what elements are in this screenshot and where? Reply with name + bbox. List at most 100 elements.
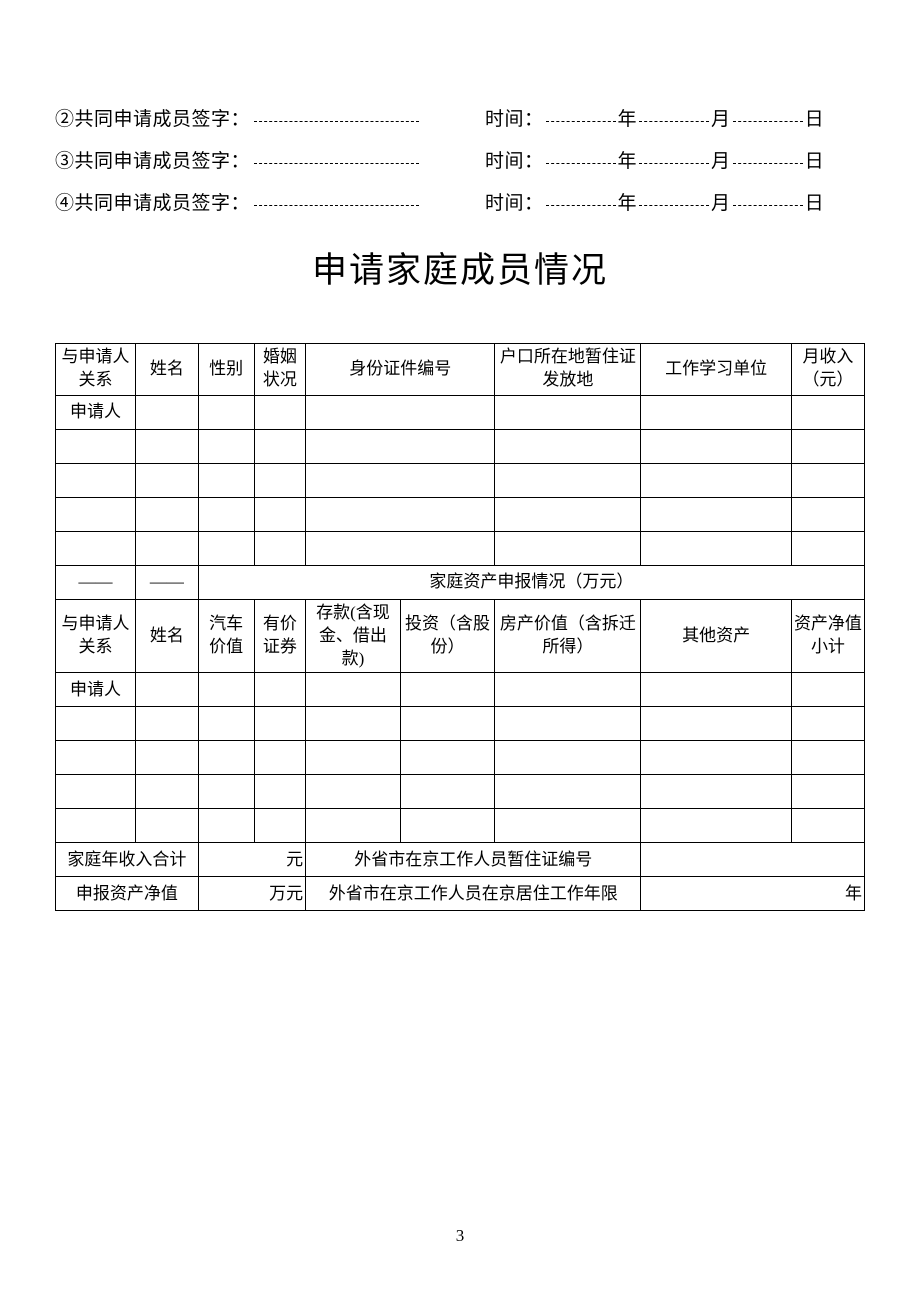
table-cell[interactable] (791, 463, 864, 497)
table-cell[interactable] (400, 809, 495, 843)
table-cell[interactable] (198, 463, 254, 497)
time-blank-year-3[interactable] (546, 163, 616, 164)
table-cell[interactable] (135, 741, 198, 775)
table-cell[interactable] (198, 429, 254, 463)
table-cell[interactable] (791, 673, 864, 707)
table-cell[interactable] (198, 395, 254, 429)
table-cell[interactable] (400, 707, 495, 741)
table-cell[interactable] (56, 741, 136, 775)
table-cell[interactable] (135, 531, 198, 565)
temp-id-value[interactable] (641, 843, 865, 877)
table-cell[interactable] (495, 395, 641, 429)
table-cell[interactable] (135, 707, 198, 741)
time-blank-day-2[interactable] (733, 121, 803, 122)
table-cell[interactable] (495, 531, 641, 565)
table-cell[interactable] (135, 395, 198, 429)
table-cell[interactable] (641, 707, 791, 741)
table-cell[interactable] (254, 531, 306, 565)
table-cell[interactable] (254, 809, 306, 843)
table-cell[interactable] (495, 809, 641, 843)
table-cell[interactable] (400, 673, 495, 707)
table-cell[interactable] (495, 429, 641, 463)
table-cell[interactable] (198, 707, 254, 741)
table-cell[interactable] (306, 463, 495, 497)
table-cell[interactable] (56, 463, 136, 497)
table-cell[interactable] (254, 497, 306, 531)
table-cell[interactable] (56, 531, 136, 565)
time-blank-day-4[interactable] (733, 205, 803, 206)
table-cell[interactable] (791, 809, 864, 843)
table-cell[interactable] (135, 497, 198, 531)
table-cell[interactable] (306, 707, 401, 741)
table-cell[interactable] (495, 707, 641, 741)
time-blank-month-2[interactable] (639, 121, 709, 122)
table-cell[interactable] (495, 775, 641, 809)
table-cell[interactable] (495, 463, 641, 497)
time-blank-year-2[interactable] (546, 121, 616, 122)
table-cell[interactable] (306, 395, 495, 429)
table-cell[interactable] (400, 741, 495, 775)
sig-blank-name-2[interactable] (254, 121, 419, 122)
table-cell[interactable] (254, 429, 306, 463)
signature-line-3: ③共同申请成员签字： 时间： 年 月 日 (55, 142, 865, 182)
table-cell[interactable] (495, 741, 641, 775)
years-unit[interactable]: 年 (641, 877, 865, 911)
table-cell[interactable] (791, 395, 864, 429)
table-cell[interactable] (198, 497, 254, 531)
table-cell[interactable] (791, 497, 864, 531)
table-cell[interactable] (254, 673, 306, 707)
table-cell[interactable] (791, 707, 864, 741)
time-blank-month-3[interactable] (639, 163, 709, 164)
table-cell[interactable] (198, 673, 254, 707)
table-cell[interactable] (254, 463, 306, 497)
table-cell[interactable] (254, 741, 306, 775)
table-cell[interactable] (56, 775, 136, 809)
table-cell[interactable] (641, 809, 791, 843)
table-cell[interactable] (56, 707, 136, 741)
table-cell[interactable] (135, 429, 198, 463)
table-cell[interactable] (56, 429, 136, 463)
table-cell[interactable] (641, 741, 791, 775)
table-cell[interactable] (198, 775, 254, 809)
table-cell[interactable] (254, 775, 306, 809)
table-cell[interactable] (135, 809, 198, 843)
table-cell[interactable] (306, 497, 495, 531)
time-blank-month-4[interactable] (639, 205, 709, 206)
table-cell[interactable] (135, 463, 198, 497)
table-cell[interactable] (641, 497, 791, 531)
table-cell[interactable] (135, 775, 198, 809)
table-cell[interactable] (641, 395, 791, 429)
table-cell[interactable] (400, 775, 495, 809)
table-cell[interactable] (306, 531, 495, 565)
table-cell[interactable] (306, 429, 495, 463)
table-cell[interactable] (641, 775, 791, 809)
table-cell[interactable] (641, 673, 791, 707)
table-cell[interactable] (791, 775, 864, 809)
table-cell[interactable] (495, 497, 641, 531)
time-blank-year-4[interactable] (546, 205, 616, 206)
table-cell[interactable] (306, 775, 401, 809)
table-cell[interactable] (791, 741, 864, 775)
table-cell[interactable] (641, 463, 791, 497)
sig-blank-name-4[interactable] (254, 205, 419, 206)
table-cell[interactable] (135, 673, 198, 707)
table-cell[interactable] (306, 741, 401, 775)
table-cell[interactable] (306, 809, 401, 843)
table-cell[interactable] (56, 497, 136, 531)
table-cell[interactable] (198, 809, 254, 843)
table-cell[interactable] (198, 741, 254, 775)
table-cell[interactable] (791, 531, 864, 565)
time-blank-day-3[interactable] (733, 163, 803, 164)
table-cell[interactable] (254, 395, 306, 429)
table-cell[interactable] (791, 429, 864, 463)
table-cell[interactable] (641, 429, 791, 463)
table-cell[interactable] (495, 673, 641, 707)
table-cell[interactable] (56, 809, 136, 843)
table-cell[interactable] (198, 531, 254, 565)
net-assets-unit[interactable]: 万元 (198, 877, 305, 911)
annual-income-unit[interactable]: 元 (198, 843, 305, 877)
table-cell[interactable] (254, 707, 306, 741)
table-cell[interactable] (306, 673, 401, 707)
table-cell[interactable] (641, 531, 791, 565)
sig-blank-name-3[interactable] (254, 163, 419, 164)
